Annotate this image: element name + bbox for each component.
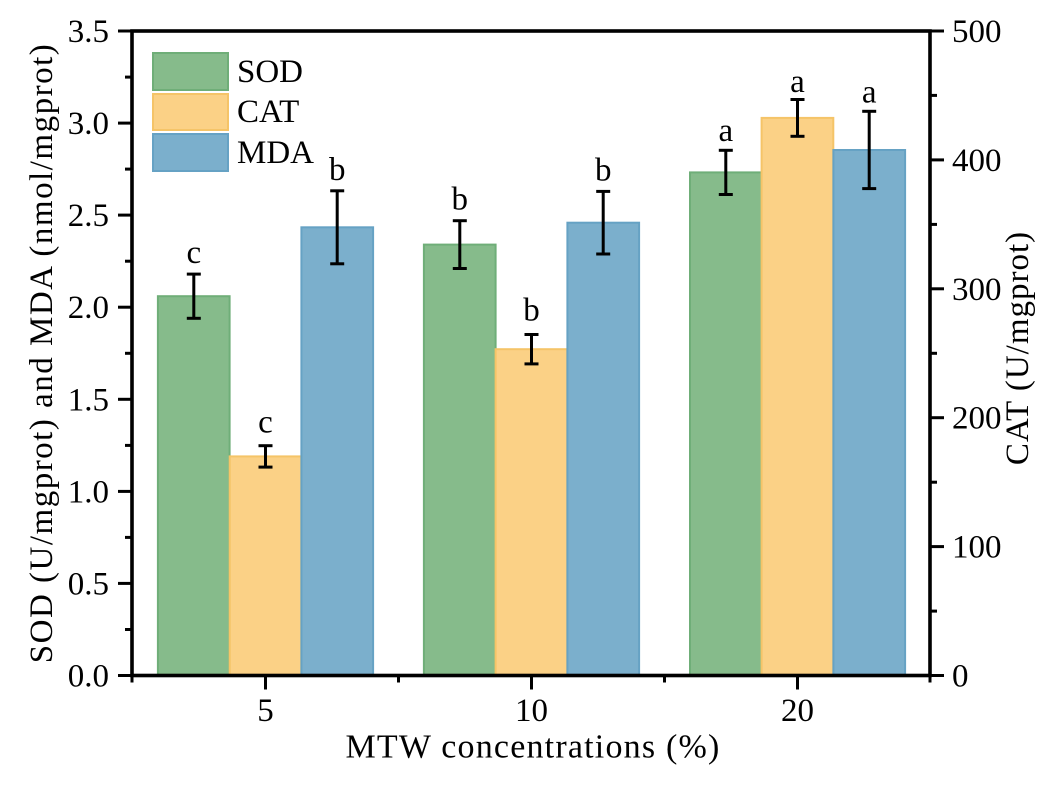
svg-text:20: 20	[781, 693, 814, 729]
svg-text:2.0: 2.0	[68, 290, 109, 326]
svg-text:3.5: 3.5	[68, 14, 109, 50]
svg-text:a: a	[790, 64, 805, 100]
svg-text:CAT: CAT	[237, 94, 299, 130]
svg-text:0.5: 0.5	[68, 566, 109, 602]
svg-text:a: a	[862, 75, 877, 111]
svg-text:a: a	[718, 113, 733, 149]
svg-text:2.5: 2.5	[68, 198, 109, 234]
svg-text:0.0: 0.0	[68, 659, 109, 695]
svg-text:100: 100	[952, 530, 1002, 566]
svg-text:b: b	[523, 293, 540, 329]
svg-text:300: 300	[952, 272, 1002, 308]
svg-text:500: 500	[952, 14, 1002, 50]
svg-text:c: c	[258, 404, 273, 440]
svg-text:1.0: 1.0	[68, 474, 109, 510]
svg-text:MTW concentrations (%): MTW concentrations (%)	[345, 729, 720, 766]
svg-text:b: b	[329, 152, 346, 188]
svg-text:0: 0	[952, 659, 969, 695]
svg-text:c: c	[186, 235, 201, 271]
svg-text:400: 400	[952, 143, 1002, 179]
svg-text:10: 10	[515, 693, 548, 729]
svg-text:200: 200	[952, 401, 1002, 437]
svg-text:SOD: SOD	[237, 54, 303, 90]
svg-text:1.5: 1.5	[68, 382, 109, 418]
svg-text:CAT (U/mgprot): CAT (U/mgprot)	[1000, 231, 1036, 465]
svg-text:MDA: MDA	[237, 135, 314, 171]
svg-text:SOD (U/mgprot) and MDA (nmol/m: SOD (U/mgprot) and MDA (nmol/mgprot)	[24, 43, 60, 663]
svg-text:b: b	[595, 152, 612, 188]
svg-text:5: 5	[257, 693, 274, 729]
svg-text:3.0: 3.0	[68, 106, 109, 142]
svg-text:b: b	[452, 182, 469, 218]
